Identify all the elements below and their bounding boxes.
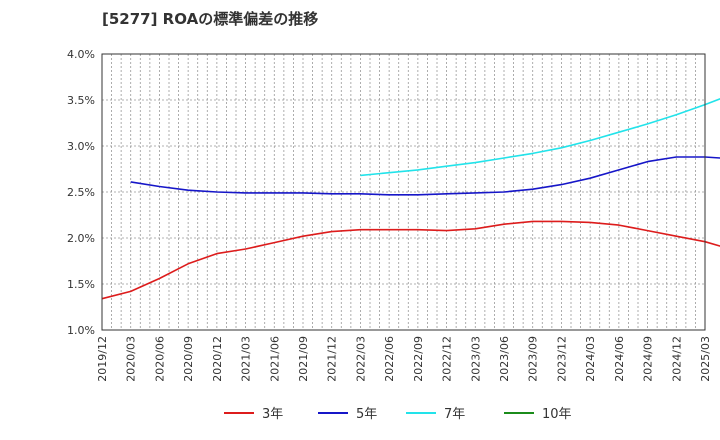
legend-label-3: 7年 <box>444 407 465 422</box>
y-tick-label: 3.5% <box>67 94 95 107</box>
x-tick-label: 2020/03 <box>125 336 138 382</box>
x-tick-label: 2020/12 <box>211 336 224 382</box>
x-tick-label: 2021/06 <box>268 336 281 382</box>
series-line-1 <box>101 220 720 300</box>
x-tick-label: 2022/03 <box>354 336 367 382</box>
chart-title: [5277] ROAの標準偏差の推移 <box>102 10 318 28</box>
x-axis: 2019/12 2020/03 2020/06 2020/09 2020/12 2021/… <box>96 336 712 382</box>
x-tick-label: 2022/09 <box>412 336 425 382</box>
x-tick-label: 2021/12 <box>326 336 339 382</box>
x-tick-label: 2023/03 <box>469 336 482 382</box>
x-tick-label: 2021/03 <box>240 336 253 382</box>
x-tick-label: 2024/03 <box>584 336 597 382</box>
series-line-3 <box>360 97 720 177</box>
series-group <box>101 97 720 300</box>
x-tick-label: 2023/12 <box>555 336 568 382</box>
y-tick-label: 4.0% <box>67 48 95 61</box>
y-tick-label: 1.5% <box>67 278 95 291</box>
y-tick-label: 3.0% <box>67 140 95 153</box>
legend: 3年 5年 7年 10年 <box>224 407 572 422</box>
grid <box>101 53 706 331</box>
x-tick-label: 2024/09 <box>642 336 655 382</box>
series-line-2 <box>130 156 720 196</box>
y-tick-label: 2.5% <box>67 186 95 199</box>
legend-label-4: 10年 <box>542 407 572 422</box>
x-tick-label: 2019/12 <box>96 336 109 382</box>
y-tick-label: 1.0% <box>67 324 95 337</box>
plot-frame <box>101 53 706 331</box>
legend-label-2: 5年 <box>356 407 377 422</box>
y-tick-label: 2.0% <box>67 232 95 245</box>
x-tick-label: 2023/06 <box>498 336 511 382</box>
y-axis: 1.0% 1.5% 2.0% 2.5% 3.0% 3.5% 4.0% <box>67 48 95 337</box>
x-tick-label: 2022/12 <box>441 336 454 382</box>
x-tick-label: 2021/09 <box>297 336 310 382</box>
legend-label-1: 3年 <box>262 407 283 422</box>
x-tick-label: 2022/06 <box>383 336 396 382</box>
x-tick-label: 2020/09 <box>182 336 195 382</box>
x-tick-label: 2024/06 <box>613 336 626 382</box>
x-tick-label: 2024/12 <box>670 336 683 382</box>
x-tick-label: 2023/09 <box>527 336 540 382</box>
x-tick-label: 2025/03 <box>699 336 712 382</box>
x-tick-label: 2020/06 <box>153 336 166 382</box>
